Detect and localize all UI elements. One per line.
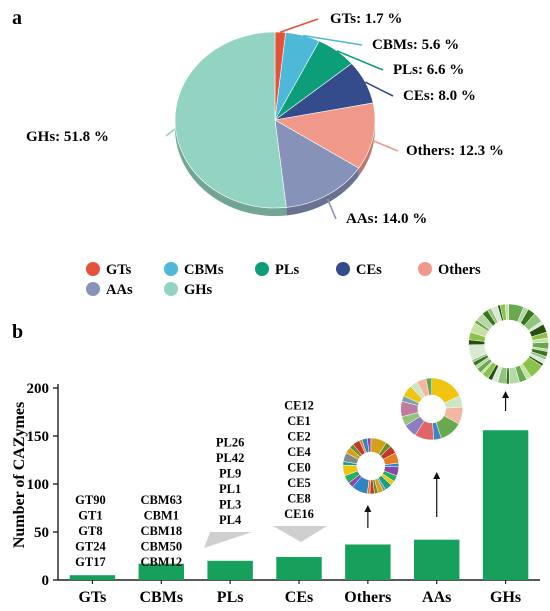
- family-label-pl9: PL9: [219, 467, 241, 481]
- family-label-ce12: CE12: [284, 399, 314, 413]
- pie-label-ghs: GHs: 51.8 %: [26, 129, 109, 145]
- y-axis-title: Number of CAZymes: [11, 402, 28, 548]
- family-label-pl4: PL4: [219, 513, 242, 527]
- legend-swatch-ces: [336, 262, 350, 276]
- family-label-gt90: GT90: [75, 493, 106, 507]
- donut-others-segment: [366, 437, 372, 453]
- donut-others: [342, 437, 400, 495]
- bar-cbms: [138, 563, 185, 580]
- legend-swatch-pls: [255, 262, 269, 276]
- x-tick-label-cbms: CBMs: [140, 589, 184, 606]
- family-label-gt1: GT1: [78, 509, 102, 523]
- family-label-ce8: CE8: [287, 492, 311, 506]
- family-label-ce16: CE16: [284, 507, 314, 521]
- pie-label-aas: AAs: 14.0 %: [346, 211, 427, 227]
- legend-label-others: Others: [438, 262, 481, 278]
- legend-label-pls: PLs: [275, 262, 300, 278]
- pie-label-pls: PLs: 6.6 %: [393, 62, 464, 78]
- pie-leader-aas: [326, 198, 337, 220]
- pie-leader-ghs: [165, 128, 176, 137]
- family-label-cbm1: CBM1: [144, 509, 179, 523]
- family-label-cbm50: CBM50: [140, 540, 182, 554]
- family-label-cbm18: CBM18: [140, 524, 182, 538]
- x-tick-label-others: Others: [344, 589, 391, 606]
- bar-ces: [276, 556, 322, 580]
- panel-a-letter: a: [12, 7, 22, 29]
- arrow-ghs-head: [502, 391, 510, 398]
- pie-side-aas: [286, 168, 359, 216]
- panel-b-letter: b: [12, 321, 23, 343]
- y-tick-label-200: 200: [27, 381, 50, 397]
- family-label-gt8: GT8: [78, 524, 102, 538]
- legend-label-ces: CEs: [356, 262, 382, 278]
- bar-gts: [69, 575, 116, 580]
- pie-label-ces: CEs: 8.0 %: [403, 88, 476, 104]
- donut-aas: [400, 377, 463, 441]
- family-label-pl3: PL3: [219, 498, 241, 512]
- y-tick-label-0: 0: [42, 573, 50, 589]
- pie-chart: [174, 31, 376, 216]
- arrow-aas-head: [433, 472, 441, 479]
- bar-aas: [413, 539, 460, 580]
- pie-label-cbms: CBMs: 5.6 %: [372, 37, 459, 53]
- legend-swatch-cbms: [164, 262, 178, 276]
- y-tick-label-100: 100: [27, 477, 50, 493]
- pointer-pls: [204, 532, 253, 548]
- family-label-ce1: CE1: [287, 414, 311, 428]
- x-tick-label-ces: CEs: [285, 589, 313, 606]
- y-tick-label-50: 50: [34, 525, 49, 541]
- family-label-ce2: CE2: [287, 430, 311, 444]
- legend-label-cbms: CBMs: [184, 262, 224, 278]
- family-label-cbm12: CBM12: [140, 555, 182, 569]
- pie-leader-gts: [280, 18, 319, 33]
- donut-aas-segment: [425, 377, 432, 396]
- x-tick-label-gts: GTs: [78, 589, 106, 606]
- x-tick-label-aas: AAs: [422, 589, 451, 606]
- legend-swatch-others: [418, 262, 432, 276]
- family-label-pl26: PL26: [216, 436, 244, 450]
- bar-ghs: [482, 430, 529, 580]
- pie-label-gts: GTs: 1.7 %: [330, 11, 402, 27]
- legend-swatch-aas: [86, 282, 100, 296]
- bar-others: [345, 544, 391, 580]
- arrow-others-head: [364, 505, 372, 512]
- legend-swatch-gts: [86, 262, 100, 276]
- bar-chart-bars: [69, 430, 529, 580]
- pie-label-others: Others: 12.3 %: [406, 143, 504, 159]
- family-label-cbm63: CBM63: [140, 493, 182, 507]
- y-tick-label-150: 150: [27, 429, 50, 445]
- pie-legend: GTs CBMs PLs CEs Others AAs GHs: [86, 262, 481, 298]
- donut-ghs-segment: [504, 303, 509, 321]
- legend-swatch-ghs: [164, 282, 178, 296]
- pie-slice-others: [274, 102, 376, 169]
- legend-label-gts: GTs: [106, 262, 132, 278]
- family-label-ce4: CE4: [287, 445, 311, 459]
- pie-leader-others: [372, 140, 399, 152]
- pie-slice-ghs: [174, 31, 287, 209]
- pie-leader-pls: [336, 50, 384, 71]
- legend-label-ghs: GHs: [184, 282, 213, 298]
- pie-slice-labels: GTs: 1.7 % CBMs: 5.6 % PLs: 6.6 % CEs: 8.0 …: [26, 11, 504, 227]
- pie-slice-aas: [274, 119, 360, 208]
- legend-label-aas: AAs: [106, 282, 133, 298]
- family-label-pl1: PL1: [219, 482, 241, 496]
- pie-side-others: [358, 120, 375, 177]
- family-label-gt24: GT24: [75, 540, 106, 554]
- bar-pls: [207, 560, 253, 580]
- donut-ghs: [468, 303, 549, 385]
- family-label-ce5: CE5: [287, 476, 311, 490]
- family-label-pl42: PL42: [216, 451, 244, 465]
- family-label-gt17: GT17: [75, 555, 106, 569]
- family-label-ce0: CE0: [287, 461, 311, 475]
- pointer-ces: [273, 526, 327, 542]
- x-tick-label-pls: PLs: [217, 589, 244, 606]
- x-tick-label-ghs: GHs: [490, 589, 521, 606]
- pie-leader-cbms: [302, 34, 363, 46]
- pie-leader-ces: [364, 81, 394, 97]
